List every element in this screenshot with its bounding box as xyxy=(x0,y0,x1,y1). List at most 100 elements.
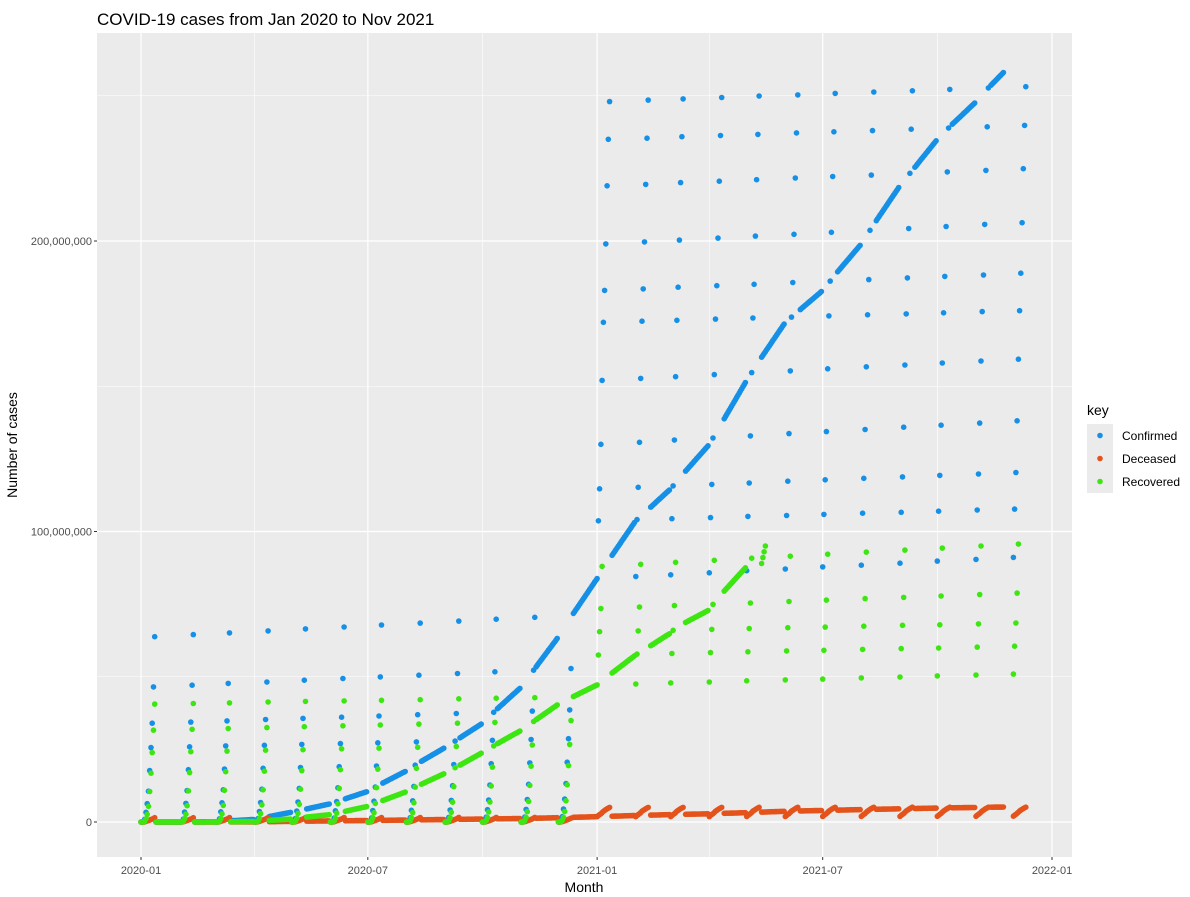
confirmed-point xyxy=(831,129,837,135)
confirmed-point xyxy=(262,716,269,723)
recovered-point xyxy=(448,809,455,816)
confirmed-point xyxy=(667,572,674,578)
recovered-point xyxy=(226,700,233,706)
confirmed-point xyxy=(707,514,714,521)
confirmed-point xyxy=(867,227,873,234)
recovered-point xyxy=(566,741,573,748)
recovered-point xyxy=(761,549,767,555)
confirmed-point xyxy=(790,279,796,286)
recovered-point xyxy=(487,799,493,805)
recovered-point xyxy=(262,747,269,753)
confirmed-point xyxy=(568,665,574,672)
confirmed-point xyxy=(902,362,908,368)
confirmed-point xyxy=(861,475,867,482)
confirmed-point xyxy=(828,229,835,236)
confirmed-point xyxy=(895,184,902,191)
recovered-point xyxy=(782,677,789,683)
confirmed-point xyxy=(326,801,333,807)
recovered-point xyxy=(975,621,982,627)
confirmed-point xyxy=(493,616,500,622)
confirmed-point xyxy=(666,487,673,493)
confirmed-point xyxy=(1010,554,1017,561)
confirmed-point xyxy=(452,738,458,744)
confirmed-point xyxy=(981,221,988,228)
confirmed-point xyxy=(748,369,755,376)
recovered-point xyxy=(299,767,305,774)
recovered-point xyxy=(937,622,943,628)
recovered-point xyxy=(635,628,641,634)
confirmed-point xyxy=(900,424,907,431)
confirmed-point xyxy=(532,614,538,621)
recovered-point xyxy=(636,604,643,610)
confirmed-point xyxy=(634,516,640,523)
confirmed-point xyxy=(823,428,830,435)
recovered-point xyxy=(939,545,946,551)
recovered-point xyxy=(451,783,457,790)
x-tick-label: 2022-01 xyxy=(1032,865,1072,877)
confirmed-point xyxy=(190,631,197,638)
recovered-point xyxy=(862,595,868,602)
confirmed-point xyxy=(225,680,231,687)
recovered-point xyxy=(300,746,306,753)
confirmed-point xyxy=(338,714,345,720)
y-tick-label: 0 xyxy=(86,817,92,829)
recovered-point xyxy=(257,810,264,817)
deceased-point xyxy=(554,814,560,821)
recovered-point xyxy=(667,680,674,686)
recovered-point xyxy=(598,605,604,612)
deceased-point xyxy=(947,804,953,810)
confirmed-point xyxy=(596,486,603,492)
recovered-point xyxy=(599,563,605,570)
confirmed-point xyxy=(600,319,607,326)
confirmed-point xyxy=(265,628,271,634)
confirmed-point xyxy=(985,85,992,91)
recovered-point xyxy=(973,672,979,678)
chart-title: COVID-19 cases from Jan 2020 to Nov 2021 xyxy=(97,10,434,29)
recovered-point xyxy=(333,810,340,816)
confirmed-point xyxy=(679,133,685,140)
confirmed-point xyxy=(341,624,347,630)
confirmed-point xyxy=(363,789,370,795)
confirmed-point xyxy=(1019,219,1025,226)
recovered-point xyxy=(375,766,381,772)
recovered-point xyxy=(373,784,380,791)
confirmed-point xyxy=(1020,165,1027,172)
recovered-point xyxy=(517,728,523,734)
recovered-point xyxy=(337,766,344,773)
recovered-point xyxy=(760,554,766,561)
confirmed-point xyxy=(710,435,716,441)
confirmed-point xyxy=(639,318,645,325)
x-tick-label: 2020-07 xyxy=(348,865,388,877)
confirmed-point xyxy=(971,100,978,106)
confirmed-point xyxy=(490,709,497,716)
recovered-point xyxy=(935,645,942,651)
confirmed-point xyxy=(645,97,651,103)
recovered-point xyxy=(863,549,870,555)
recovered-point xyxy=(595,652,602,658)
legend-title: key xyxy=(1087,402,1109,418)
recovered-point xyxy=(409,809,416,816)
confirmed-point xyxy=(669,515,675,522)
recovered-point xyxy=(219,811,225,817)
deceased-point xyxy=(871,804,877,811)
confirmed-point xyxy=(934,558,941,564)
deceased-point xyxy=(781,808,787,815)
recovered-point xyxy=(260,787,266,793)
confirmed-point xyxy=(975,471,982,477)
recovered-point xyxy=(148,770,154,776)
confirmed-point xyxy=(377,674,384,680)
recovered-point xyxy=(184,802,190,809)
recovered-point xyxy=(530,718,537,725)
deceased-point xyxy=(645,804,651,811)
confirmed-point xyxy=(599,377,605,384)
confirmed-point xyxy=(1023,83,1029,90)
recovered-point xyxy=(224,748,230,754)
deceased-point xyxy=(832,804,838,811)
recovered-point xyxy=(485,809,492,815)
confirmed-point xyxy=(783,512,790,519)
confirmed-point xyxy=(1014,418,1020,424)
recovered-point xyxy=(898,645,904,652)
recovered-point xyxy=(145,803,152,810)
recovered-point xyxy=(762,543,769,549)
